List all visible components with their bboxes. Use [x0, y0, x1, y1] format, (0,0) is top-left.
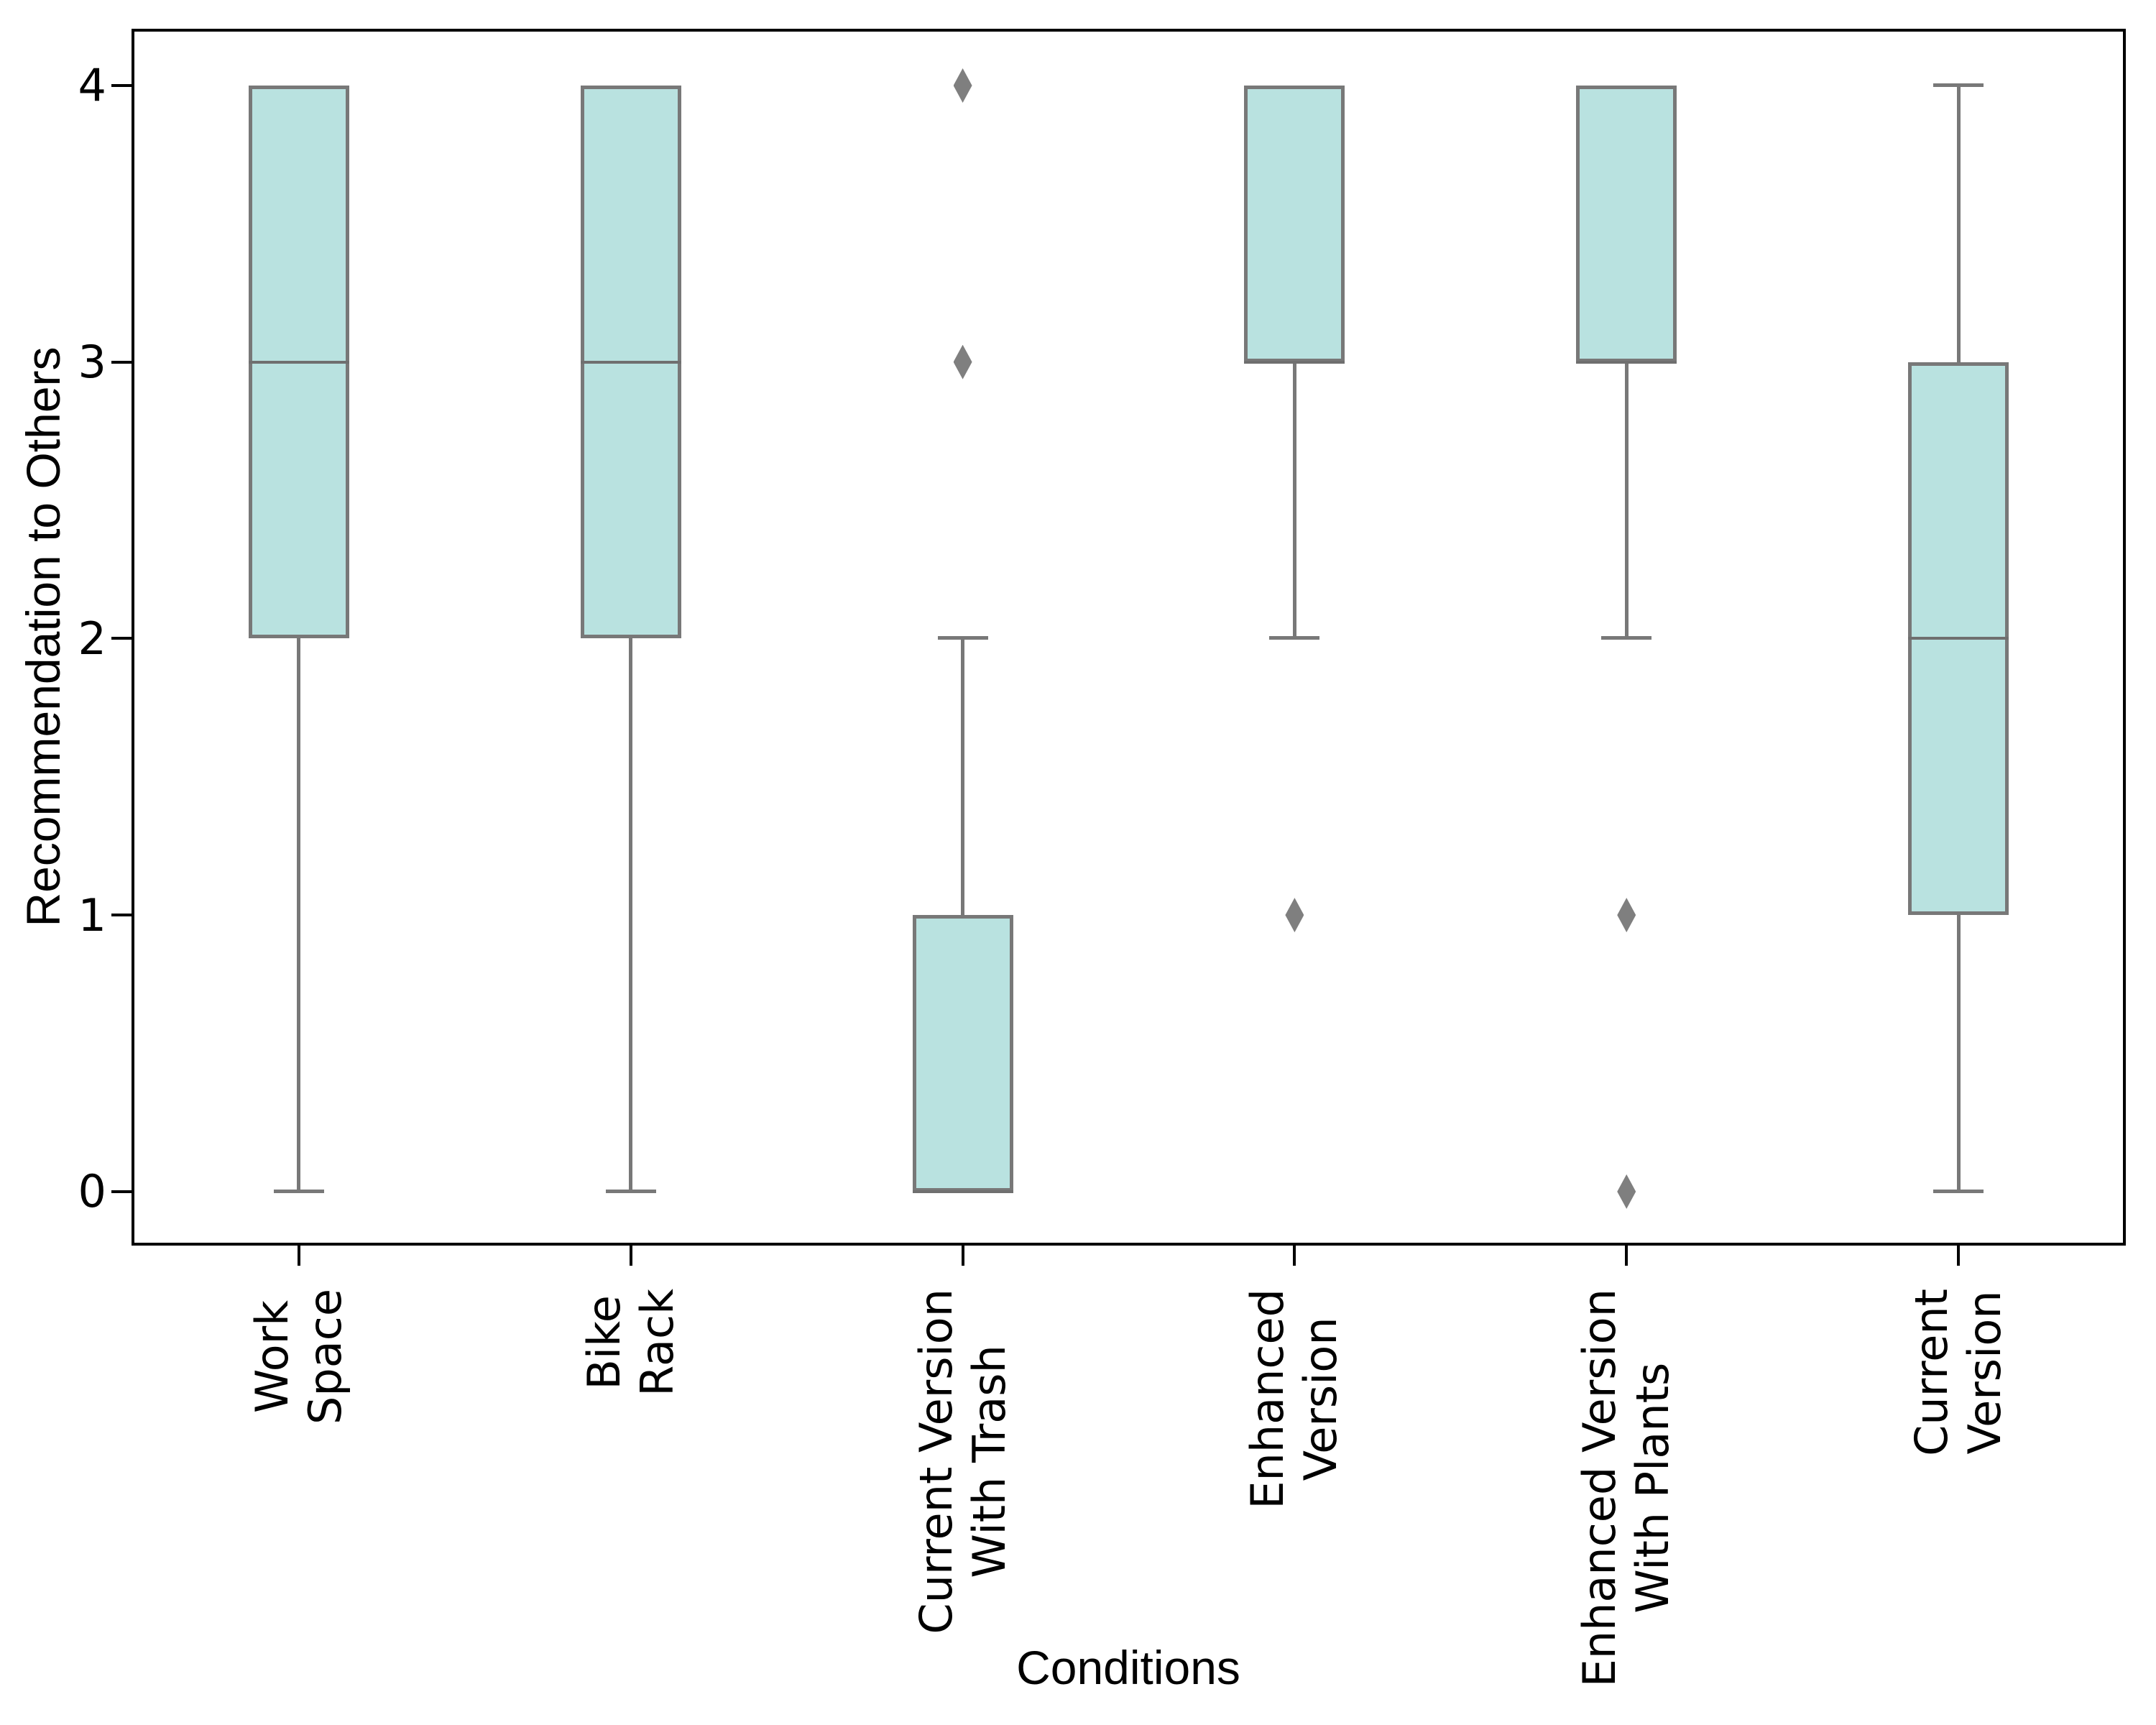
x-tick-label: Bike Rack	[577, 1289, 683, 1397]
y-tick-label: 4	[78, 59, 106, 112]
y-axis-label: Recommendation to Others	[17, 346, 70, 927]
outlier-marker	[1285, 898, 1304, 933]
median-line	[1244, 360, 1345, 364]
outlier-marker	[953, 344, 972, 380]
box	[1244, 85, 1345, 362]
whisker-cap-lower	[273, 1189, 324, 1193]
outlier-marker	[1617, 1174, 1636, 1209]
whisker-lower	[1292, 362, 1296, 639]
y-tick-label: 0	[78, 1165, 106, 1218]
median-line	[1908, 637, 2009, 640]
x-tick-mark	[297, 1246, 300, 1266]
x-tick-mark	[961, 1246, 964, 1266]
plot-spine-bottom	[132, 1243, 2126, 1246]
x-tick-mark	[1625, 1246, 1628, 1266]
x-tick-mark	[1957, 1246, 1961, 1266]
box	[1576, 85, 1677, 362]
whisker-lower	[1956, 915, 1961, 1192]
whisker-cap-upper	[937, 636, 988, 640]
whisker-lower	[1624, 362, 1628, 639]
whisker-cap-upper	[1933, 83, 1984, 87]
whisker-cap-lower	[1933, 1189, 1984, 1193]
x-axis-label: Conditions	[1016, 1641, 1240, 1694]
y-tick-label: 2	[78, 612, 106, 665]
outlier-marker	[953, 68, 972, 103]
x-tick-label: Current Version	[1905, 1289, 2012, 1456]
median-line	[580, 360, 681, 364]
y-tick-mark	[111, 1190, 132, 1193]
outlier-marker	[1617, 898, 1636, 933]
median-line	[912, 1190, 1013, 1193]
y-tick-mark	[111, 637, 132, 640]
plot-spine-right	[2123, 29, 2126, 1246]
x-tick-label: Work Space	[245, 1289, 351, 1425]
median-line	[248, 360, 349, 364]
whisker-cap-lower	[1269, 636, 1320, 640]
box	[912, 915, 1013, 1192]
whisker-upper	[961, 638, 965, 916]
whisker-cap-lower	[1601, 636, 1652, 640]
y-tick-mark	[111, 914, 132, 917]
whisker-lower	[297, 638, 301, 1192]
y-tick-label: 1	[78, 888, 106, 942]
y-tick-label: 3	[78, 336, 106, 389]
x-tick-label: Current Version With Trash	[909, 1289, 1015, 1634]
x-tick-mark	[1293, 1246, 1296, 1266]
plot-spine-top	[132, 29, 2126, 32]
x-tick-mark	[629, 1246, 632, 1266]
whisker-cap-lower	[605, 1189, 656, 1193]
x-tick-label: Enhanced Version With Plants	[1573, 1289, 1680, 1688]
y-tick-mark	[111, 83, 132, 87]
whisker-upper	[1956, 85, 1961, 362]
plot-spine-left	[132, 29, 134, 1246]
y-tick-mark	[111, 360, 132, 364]
median-line	[1576, 360, 1677, 364]
whisker-lower	[629, 638, 633, 1192]
x-tick-label: Enhanced Version	[1241, 1289, 1348, 1509]
